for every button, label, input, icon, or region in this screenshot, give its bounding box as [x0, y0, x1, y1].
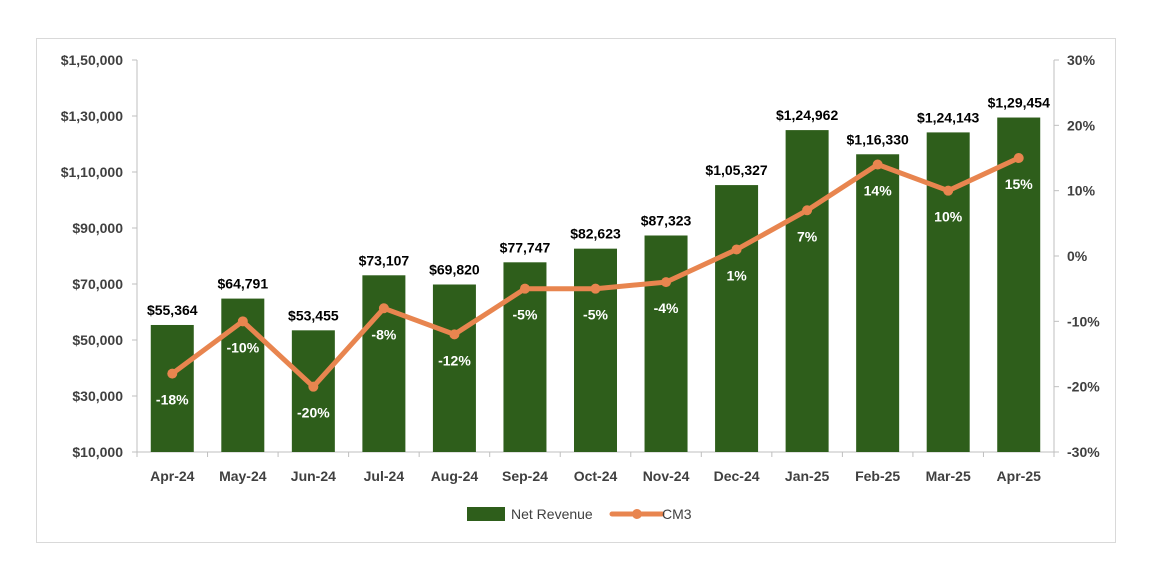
x-tick-label: Apr-25	[997, 468, 1042, 484]
revenue-bar	[432, 284, 476, 452]
right-tick-label: -30%	[1067, 444, 1100, 460]
right-tick-label: -20%	[1067, 379, 1100, 395]
legend-revenue-label: Net Revenue	[511, 506, 593, 522]
cm3-point	[167, 368, 178, 379]
x-tick-label: Sep-24	[502, 468, 548, 484]
cm3-data-label: 10%	[934, 209, 963, 225]
cm3-data-label: 14%	[864, 183, 893, 199]
cm3-point	[449, 329, 460, 340]
cm3-point	[237, 316, 248, 327]
revenue-data-label: $55,364	[147, 302, 198, 318]
x-tick-label: Dec-24	[714, 468, 760, 484]
left-tick-label: $1,30,000	[61, 108, 123, 124]
revenue-data-label: $64,791	[218, 276, 269, 292]
cm3-point	[661, 277, 672, 288]
x-tick-label: Jan-25	[785, 468, 830, 484]
legend-cm3-swatch-marker	[632, 509, 642, 519]
cm3-point	[1013, 153, 1024, 163]
revenue-bar	[503, 262, 547, 452]
right-tick-label: 30%	[1067, 52, 1096, 68]
revenue-data-label: $82,623	[570, 226, 621, 242]
cm3-point	[308, 381, 319, 392]
cm3-data-label: -10%	[226, 339, 259, 355]
cm3-point	[378, 303, 389, 314]
cm3-data-label: -5%	[583, 307, 608, 323]
revenue-bar	[362, 275, 406, 452]
x-tick-label: Nov-24	[643, 468, 690, 484]
cm3-data-label: -4%	[654, 300, 679, 316]
cm3-point	[590, 283, 601, 294]
x-tick-label: Mar-25	[926, 468, 971, 484]
cm3-point	[731, 244, 742, 255]
revenue-bar	[926, 132, 970, 452]
left-tick-label: $1,50,000	[61, 52, 123, 68]
left-tick-label: $50,000	[72, 332, 123, 348]
left-tick-label: $70,000	[72, 276, 123, 292]
left-tick-label: $90,000	[72, 220, 123, 236]
revenue-bar	[574, 248, 617, 452]
revenue-bar	[997, 117, 1041, 452]
right-tick-label: 0%	[1067, 248, 1088, 264]
right-tick-label: -10%	[1067, 313, 1100, 329]
x-tick-label: Aug-24	[431, 468, 479, 484]
revenue-bar	[856, 154, 900, 452]
revenue-data-label: $53,455	[288, 307, 339, 323]
left-tick-label: $30,000	[72, 388, 123, 404]
revenue-bar	[150, 324, 194, 452]
revenue-data-label: $1,24,143	[917, 109, 979, 125]
cm3-point	[802, 205, 813, 216]
left-tick-label: $1,10,000	[61, 164, 123, 180]
cm3-point	[943, 185, 954, 196]
revenue-data-label: $73,107	[359, 252, 410, 268]
revenue-data-label: $77,747	[500, 239, 551, 255]
right-tick-label: 10%	[1067, 183, 1096, 199]
revenue-data-label: $69,820	[429, 262, 480, 278]
legend-cm3-label: CM3	[662, 506, 692, 522]
revenue-bar	[644, 235, 688, 452]
x-tick-label: Apr-24	[150, 468, 195, 484]
revenue-bar	[715, 185, 759, 452]
x-tick-label: May-24	[219, 468, 267, 484]
cm3-data-label: -5%	[513, 307, 538, 323]
x-tick-label: Oct-24	[574, 468, 618, 484]
cm3-data-label: -18%	[156, 392, 189, 408]
revenue-data-label: $1,05,327	[705, 162, 767, 178]
x-tick-label: Jul-24	[364, 468, 405, 484]
left-tick-label: $10,000	[72, 444, 123, 460]
cm3-point	[519, 283, 530, 294]
cm3-data-label: -8%	[371, 326, 396, 342]
revenue-bar	[785, 130, 829, 453]
cm3-data-label: 15%	[1005, 176, 1034, 192]
cm3-data-label: 1%	[726, 267, 747, 283]
x-tick-label: Jun-24	[291, 468, 336, 484]
x-tick-label: Feb-25	[855, 468, 900, 484]
revenue-data-label: $87,323	[641, 212, 692, 228]
revenue-data-label: $1,16,330	[847, 131, 909, 147]
legend-revenue-swatch	[467, 507, 505, 521]
cm3-data-label: 7%	[797, 228, 818, 244]
cm3-data-label: -20%	[297, 405, 330, 421]
cm3-data-label: -12%	[438, 352, 471, 368]
cm3-point	[872, 159, 883, 170]
revenue-data-label: $1,29,454	[988, 95, 1050, 111]
revenue-data-label: $1,24,962	[776, 107, 838, 123]
right-tick-label: 20%	[1067, 117, 1096, 133]
